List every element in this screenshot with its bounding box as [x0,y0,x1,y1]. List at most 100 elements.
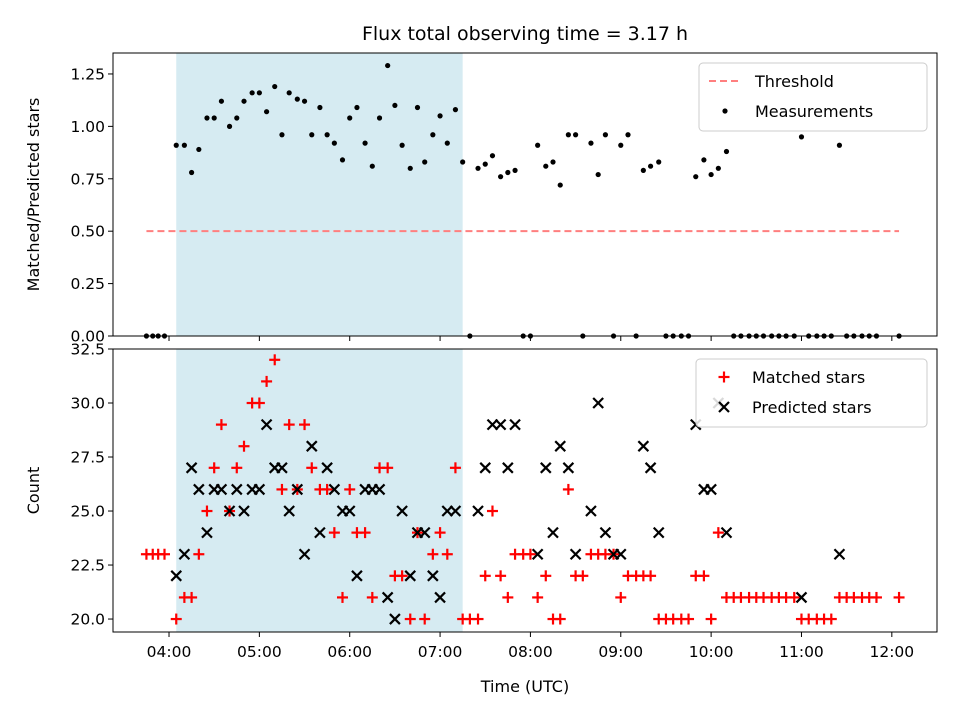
predicted-star-point [479,462,492,474]
measurement-point [407,165,413,171]
predicted-star-point [373,483,386,496]
matched-star-point [404,613,416,625]
x-tick-label: 11:00 [779,643,824,661]
top-y-tick-label: 1.00 [70,118,105,136]
measurement-point [279,132,285,138]
measurement-point [422,159,428,165]
predicted-star-point [569,548,582,561]
measurement-point [272,83,278,90]
measurement-point [512,167,518,173]
x-axis-label: Time (UTC) [480,677,569,696]
matched-star-point [299,419,311,431]
measurement-point [482,161,488,167]
predicted-star-point [472,505,484,517]
measurement-point [211,115,217,121]
predicted-star-point [223,505,236,517]
x-tick-label: 04:00 [147,643,192,661]
legend-label: Predicted stars [752,398,872,417]
predicted-star-point [554,440,567,452]
matched-star-point [276,483,288,495]
matched-star-point [427,548,439,560]
bottom-series-0 [140,354,905,625]
bottom-axes-frame [112,348,938,633]
measurement-point [218,98,225,104]
predicted-star-point [547,526,559,539]
predicted-star-point [291,483,304,496]
top-panel: 0.00 0.25 0.50 0.75 1.00 1.25 Matched/Predicte… [24,52,938,346]
predicted-star-point [562,462,575,474]
measurement-point [693,174,699,180]
measurement-point [241,98,247,104]
matched-star-point [253,397,265,409]
legend-label: Measurements [755,102,873,121]
chart-title: Flux total observing time = 3.17 h [362,23,688,45]
matched-star-point [825,613,837,625]
measurement-point [249,90,255,96]
measurement-point [723,148,730,155]
predicted-star-point [494,418,507,431]
predicted-star-point [321,462,333,474]
matched-star-point [261,375,273,387]
measurement-point [565,132,571,138]
measurement-point [656,159,662,165]
measurement-point [498,174,504,180]
x-tick-label: 09:00 [598,643,643,661]
bottom-y-tick-label: 30.0 [70,395,105,413]
measurement-point [385,62,391,69]
measurement-point [294,96,300,102]
measurement-point [339,157,346,163]
predicted-star-point [343,505,356,517]
measurement-point [399,142,405,148]
bottom-panel: 20.0 22.5 25.0 27.5 30.0 32.5 04:00 05:00 06:00 0… [24,341,938,696]
predicted-star-point [720,526,733,539]
matched-star-point [532,591,544,603]
x-tick-label: 07:00 [418,643,463,661]
measurement-point [392,102,398,109]
measurement-point [437,113,443,119]
matched-star-point [712,527,724,539]
predicted-star-point [389,613,401,625]
measurement-point [414,104,421,111]
predicted-star-point [427,570,439,582]
predicted-star-point [215,483,228,496]
measurement-point [625,132,631,138]
measurement-point [550,159,556,165]
measurement-point [535,142,541,148]
matched-star-point [486,505,498,517]
x-tick-label: 12:00 [869,643,914,661]
matched-star-point [201,505,213,517]
matched-star-point [159,548,170,560]
measurement-point [701,157,707,163]
bottom-y-tick-label: 22.5 [70,557,105,575]
matched-star-point [540,570,552,582]
predicted-star-point [328,483,341,496]
measurement-point [640,167,646,173]
matched-star-point [208,462,220,474]
matched-star-point [698,570,710,582]
matched-star-point [683,613,695,625]
predicted-star-point [585,505,597,517]
matched-star-point [562,483,574,495]
legend-label: Matched stars [752,368,865,387]
matched-star-point [306,462,318,474]
matched-star-point [870,591,882,603]
predicted-star-point [644,462,657,474]
top-y-tick-label: 0.50 [70,223,105,241]
matched-star-point [231,462,243,474]
measurement-point [543,163,549,169]
legend-predicted-swatch [718,401,730,413]
top-highlight-span [176,53,463,336]
legend-matched-swatch [718,371,730,383]
bottom-y-tick-label: 32.5 [70,341,105,359]
measurement-point [324,132,330,138]
matched-star-point [382,462,394,474]
predicted-star-point [449,505,462,517]
measurement-point [452,107,459,113]
matched-star-point [472,613,484,625]
measurement-point [836,142,843,148]
x-tick-label: 08:00 [508,643,553,661]
bottom-y-tick-label: 25.0 [70,503,105,521]
measurement-point [460,159,466,165]
predicted-star-point [305,440,318,452]
